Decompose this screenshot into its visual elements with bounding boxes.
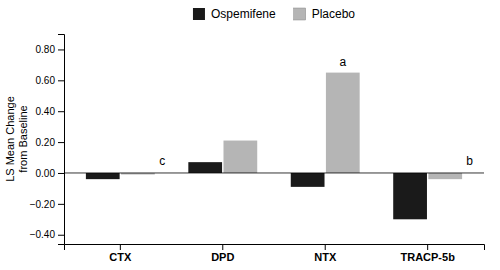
- x-tick-label: NTX: [314, 251, 337, 263]
- y-tick: 0.40: [36, 106, 64, 117]
- bars: [86, 73, 462, 220]
- x-tick-label: TRACP-5b: [400, 251, 455, 263]
- x-tick-mark: [120, 244, 121, 250]
- x-tick: DPD: [211, 244, 234, 263]
- y-tick: 0.80: [36, 44, 64, 55]
- bar: [223, 141, 257, 173]
- legend-label: Ospemifene: [211, 7, 276, 21]
- annotations: c a b: [159, 55, 473, 168]
- y-tick-mark: [58, 204, 64, 205]
- x-tick-label: DPD: [211, 251, 234, 263]
- y-tick-label: 0.40: [36, 106, 56, 117]
- annotation: c: [159, 154, 165, 168]
- x-axis: CTX DPD NTX TRACP-5b: [65, 244, 485, 263]
- legend: Ospemifene Placebo: [193, 7, 355, 21]
- x-tick: CTX: [109, 244, 132, 263]
- y-tick-mark: [58, 173, 64, 174]
- x-tick-mark: [427, 244, 428, 250]
- legend-swatch: [193, 8, 205, 20]
- chart: −0.40 −0.20 0.00 0.20 0.40 0.60 0.80 CTX DPD NTX T…: [0, 0, 500, 270]
- annotation: b: [466, 154, 473, 168]
- bar-series: [121, 73, 462, 180]
- y-tick-label: −0.40: [30, 229, 56, 240]
- bar: [428, 173, 462, 179]
- plot: −0.40 −0.20 0.00 0.20 0.40 0.60 0.80 CTX DPD NTX T…: [30, 35, 485, 263]
- y-tick-mark: [58, 142, 64, 143]
- y-tick: 0.60: [36, 75, 64, 86]
- bar: [291, 173, 325, 187]
- y-tick-label: 0.20: [36, 137, 56, 148]
- y-axis-title: LS Mean Changefrom Baseline: [4, 96, 29, 182]
- y-tick: 0.20: [36, 137, 64, 148]
- x-axis-line: [65, 245, 485, 251]
- x-tick: NTX: [314, 244, 337, 263]
- y-tick-label: 0.80: [36, 44, 56, 55]
- y-tick-mark: [58, 49, 64, 50]
- y-axis-title-line: from Baseline: [17, 105, 29, 172]
- y-tick: −0.20: [30, 199, 64, 210]
- y-tick-label: 0.60: [36, 75, 56, 86]
- legend-swatch: [294, 8, 306, 20]
- y-axis-line: [58, 35, 65, 245]
- legend-label: Placebo: [312, 7, 356, 21]
- bar: [188, 162, 222, 173]
- y-tick-mark: [58, 235, 64, 236]
- bar: [393, 173, 427, 219]
- legend-item: Ospemifene: [193, 7, 276, 21]
- x-tick: TRACP-5b: [400, 244, 455, 263]
- zero-line: [64, 172, 484, 173]
- y-tick: −0.40: [30, 229, 64, 240]
- x-tick-label: CTX: [109, 251, 132, 263]
- y-axis-title-line: LS Mean Change: [4, 96, 16, 182]
- y-axis: −0.40 −0.20 0.00 0.20 0.40 0.60 0.80: [30, 35, 65, 245]
- x-tick-mark: [222, 244, 223, 250]
- bar: [326, 73, 360, 173]
- legend-item: Placebo: [294, 7, 356, 21]
- y-tick-label: 0.00: [36, 168, 56, 179]
- y-tick-mark: [58, 80, 64, 81]
- bar: [86, 173, 120, 179]
- x-tick-mark: [325, 244, 326, 250]
- annotation: a: [339, 55, 346, 69]
- y-tick-label: −0.20: [30, 199, 56, 210]
- y-tick: 0.00: [36, 168, 64, 179]
- y-tick-mark: [58, 111, 64, 112]
